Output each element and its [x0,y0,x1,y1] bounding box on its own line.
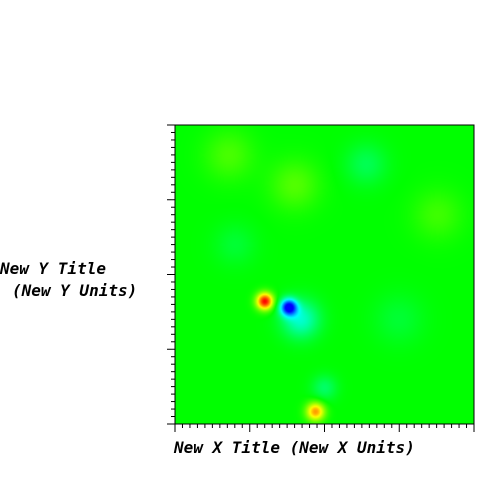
y-axis-title-line1: New Y Title [0,259,106,278]
y-axis-ticks [167,124,175,425]
x-axis-ticks [174,424,475,432]
heatmap-canvas [175,125,474,424]
x-axis-title: New X Title (New X Units) [174,438,415,457]
y-axis-title-line2: (New Y Units) [12,281,138,300]
y-axis-title: New Y Title (New Y Units) [0,258,170,302]
